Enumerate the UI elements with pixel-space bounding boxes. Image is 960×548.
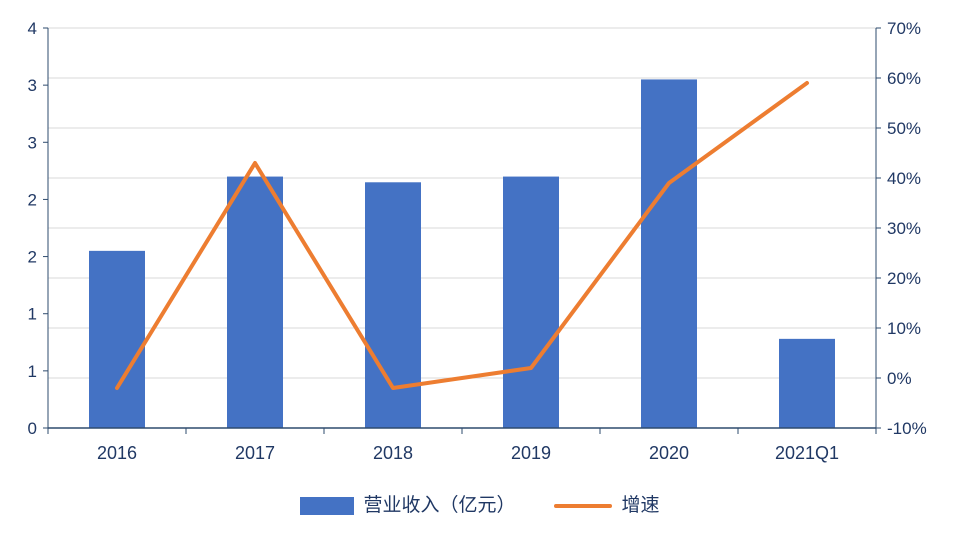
bar-2017	[227, 176, 283, 428]
legend-line-swatch	[553, 504, 612, 508]
bar-2021Q1	[779, 338, 835, 428]
left-axis-tick-label: 2	[28, 190, 37, 209]
x-axis-label: 2017	[235, 443, 275, 463]
right-axis-tick-label: 10%	[887, 319, 921, 338]
x-axis-label: 2021Q1	[775, 443, 839, 463]
right-axis-tick-label: 20%	[887, 269, 921, 288]
left-axis-tick-label: 1	[28, 305, 37, 324]
x-axis-label: 2019	[511, 443, 551, 463]
left-axis-tick-label: 1	[28, 362, 37, 381]
chart-canvas: 0 1 1 2 2 3 3 4 -10% 0% 10% 20% 30% 40% 50% 60% 70% 2016 2…	[28, 19, 927, 463]
right-axis-tick-label: 70%	[887, 19, 921, 38]
x-axis-label: 2018	[373, 443, 413, 463]
right-axis-tick-label: 0%	[887, 369, 912, 388]
right-axis-tick-label: -10%	[887, 419, 927, 438]
growth-line	[115, 81, 809, 390]
left-axis-tick-label: 0	[28, 419, 37, 438]
legend: 营业收入（亿元） 增速	[0, 492, 960, 520]
right-axis-tick-label: 40%	[887, 169, 921, 188]
legend-spacer	[516, 506, 554, 507]
bar-2016	[89, 250, 145, 428]
left-axis-tick-label: 3	[28, 133, 37, 152]
legend-bar-label: 营业收入（亿元）	[363, 495, 516, 516]
right-axis-tick-label: 30%	[887, 219, 921, 238]
x-axis-label: 2016	[97, 443, 137, 463]
bar-2019	[503, 176, 559, 428]
legend-line-label: 增速	[621, 495, 660, 516]
left-axis-tick-label: 2	[28, 248, 37, 267]
plot-area: 0 1 1 2 2 3 3 4 -10% 0% 10% 20% 30% 40% 50% 60% 70% 2016 2…	[28, 19, 927, 463]
bar-2020	[641, 79, 697, 428]
left-axis-tick-label: 3	[28, 76, 37, 95]
right-axis-tick-label: 50%	[887, 119, 921, 138]
bar-2018	[365, 182, 421, 428]
left-axis-tick-label: 4	[28, 19, 37, 38]
x-axis-label: 2020	[649, 443, 689, 463]
legend-bar-swatch	[300, 497, 355, 515]
right-axis-tick-label: 60%	[887, 69, 921, 88]
